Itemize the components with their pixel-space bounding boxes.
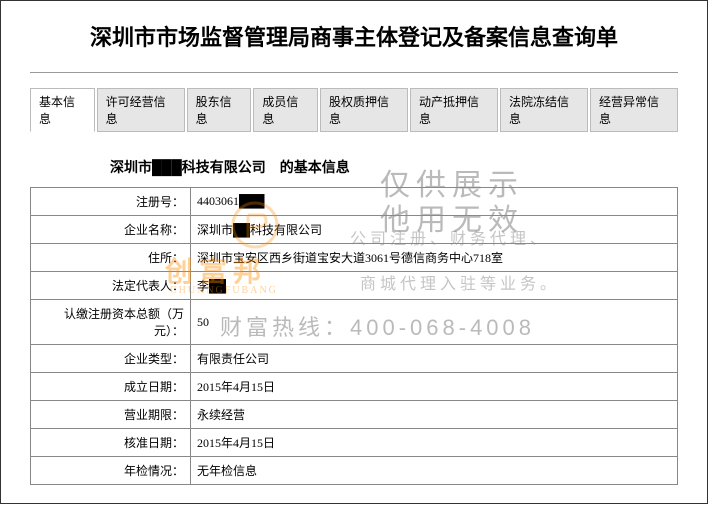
table-row: 注册号：4403061███ — [31, 188, 678, 216]
table-row: 住所：深圳市宝安区西乡街道宝安大道3061号德信商务中心718室 — [31, 244, 678, 272]
row-value: 永续经营 — [191, 401, 678, 429]
tab-2[interactable]: 股东信息 — [187, 88, 252, 132]
table-row: 认缴注册资本总额（万元）：50 — [31, 300, 678, 345]
tab-bar: 基本信息许可经营信息股东信息成员信息股权质押信息动产抵押信息法院冻结信息经营异常… — [30, 88, 678, 132]
tab-6[interactable]: 法院冻结信息 — [500, 88, 588, 132]
table-row: 法定代表人：李██ — [31, 272, 678, 300]
row-label: 营业期限： — [31, 401, 191, 429]
row-value: 2015年4月15日 — [191, 429, 678, 457]
row-value: 2015年4月15日 — [191, 373, 678, 401]
row-value: 无年检信息 — [191, 457, 678, 485]
info-table-body: 注册号：4403061███企业名称：深圳市██科技有限公司住所：深圳市宝安区西… — [31, 188, 678, 485]
info-table: 注册号：4403061███企业名称：深圳市██科技有限公司住所：深圳市宝安区西… — [30, 187, 678, 485]
table-row: 企业类型：有限责任公司 — [31, 345, 678, 373]
tab-7[interactable]: 经营异常信息 — [590, 88, 678, 132]
tab-5[interactable]: 动产抵押信息 — [410, 88, 498, 132]
tab-1[interactable]: 许可经营信息 — [97, 88, 185, 132]
row-value: 4403061███ — [191, 188, 678, 216]
row-value: 深圳市宝安区西乡街道宝安大道3061号德信商务中心718室 — [191, 244, 678, 272]
table-row: 核准日期：2015年4月15日 — [31, 429, 678, 457]
row-label: 企业类型： — [31, 345, 191, 373]
tab-3[interactable]: 成员信息 — [253, 88, 318, 132]
table-row: 年检情况：无年检信息 — [31, 457, 678, 485]
tab-4[interactable]: 股权质押信息 — [320, 88, 408, 132]
section-subtitle: 深圳市███科技有限公司 的基本信息 — [110, 157, 678, 177]
table-row: 营业期限：永续经营 — [31, 401, 678, 429]
row-label: 住所： — [31, 244, 191, 272]
row-value: 深圳市██科技有限公司 — [191, 216, 678, 244]
table-row: 成立日期：2015年4月15日 — [31, 373, 678, 401]
separator — [30, 72, 678, 73]
row-label: 法定代表人： — [31, 272, 191, 300]
row-label: 注册号： — [31, 188, 191, 216]
tab-0[interactable]: 基本信息 — [30, 88, 95, 132]
row-label: 企业名称： — [31, 216, 191, 244]
row-label: 核准日期： — [31, 429, 191, 457]
row-label: 成立日期： — [31, 373, 191, 401]
row-value: 李██ — [191, 272, 678, 300]
row-value: 有限责任公司 — [191, 345, 678, 373]
row-value: 50 — [191, 300, 678, 345]
document-page: 深圳市市场监督管理局商事主体登记及备案信息查询单 基本信息许可经营信息股东信息成… — [0, 0, 708, 505]
row-label: 年检情况： — [31, 457, 191, 485]
table-row: 企业名称：深圳市██科技有限公司 — [31, 216, 678, 244]
page-title: 深圳市市场监督管理局商事主体登记及备案信息查询单 — [30, 20, 678, 52]
row-label: 认缴注册资本总额（万元）： — [31, 300, 191, 345]
